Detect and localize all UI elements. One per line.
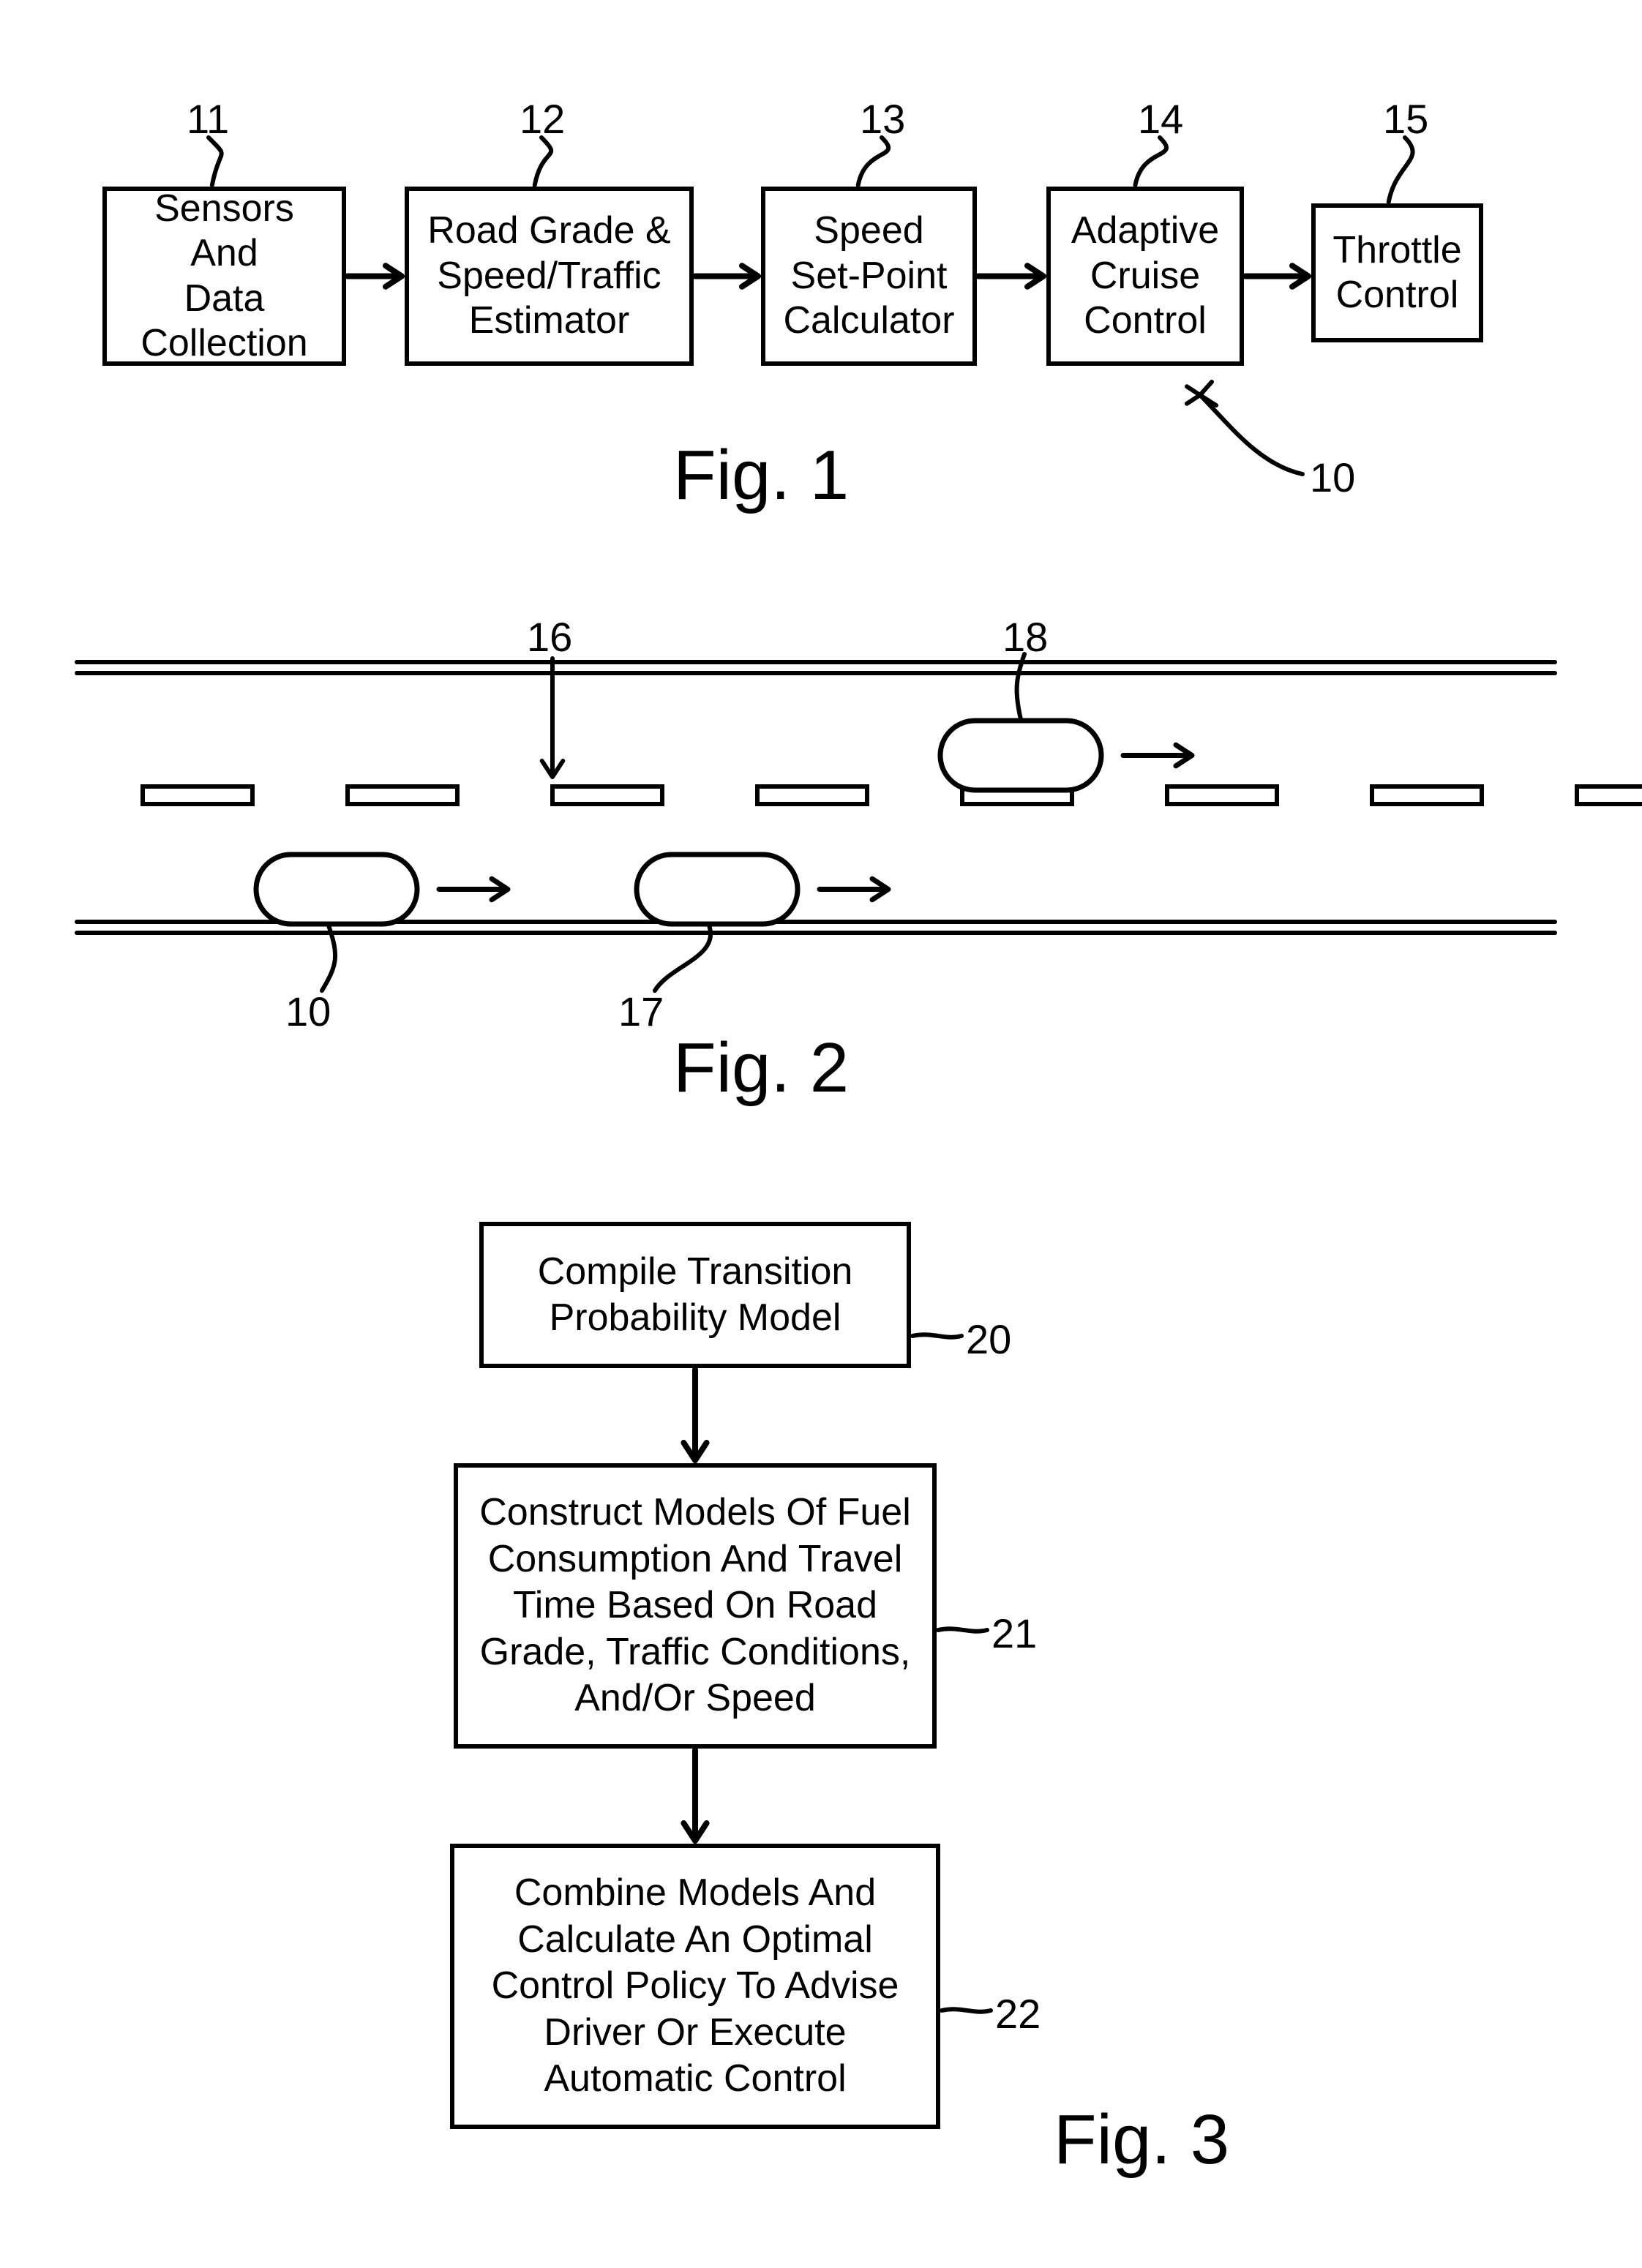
fig2-label: Fig. 2 xyxy=(673,1028,849,1108)
ref-label: 22 xyxy=(995,1990,1041,2038)
ref-label: 16 xyxy=(527,613,572,661)
fig3-label: Fig. 3 xyxy=(1054,2100,1229,2180)
fig3-svg xyxy=(0,1097,1642,2268)
ref-label: 15 xyxy=(1383,95,1428,143)
ref-label: 10 xyxy=(285,988,331,1035)
ref-label: 10 xyxy=(1310,454,1355,501)
ref-label: 18 xyxy=(1002,613,1048,661)
ref-label: 20 xyxy=(966,1315,1011,1363)
fig2-svg xyxy=(0,585,1642,1097)
ref-label: 13 xyxy=(860,95,905,143)
ref-label: 17 xyxy=(618,988,664,1035)
ref-label: 11 xyxy=(187,95,229,143)
ref-label: 21 xyxy=(991,1610,1037,1657)
ref-label: 14 xyxy=(1138,95,1183,143)
fig1-label: Fig. 1 xyxy=(673,435,849,516)
ref-label: 12 xyxy=(520,95,565,143)
